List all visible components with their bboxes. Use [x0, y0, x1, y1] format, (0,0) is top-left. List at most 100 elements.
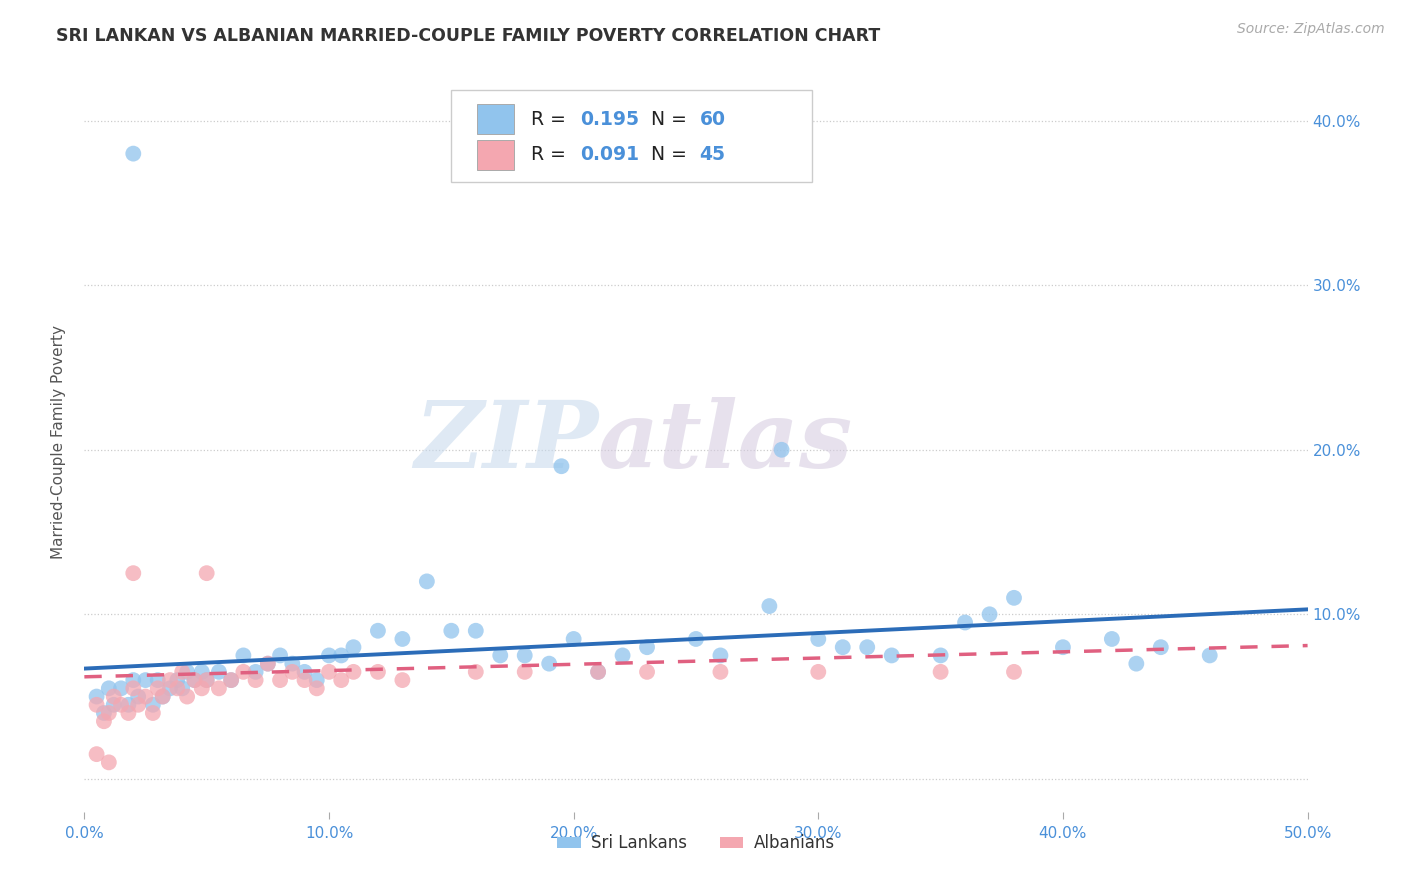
- Point: [636, 640, 658, 655]
- Point: [232, 648, 254, 663]
- Point: [294, 665, 316, 679]
- Point: [305, 681, 328, 696]
- Text: 45: 45: [700, 145, 725, 164]
- Point: [142, 698, 165, 712]
- Point: [440, 624, 463, 638]
- Text: 0.195: 0.195: [579, 110, 638, 128]
- Point: [195, 673, 218, 687]
- Point: [929, 665, 952, 679]
- Point: [86, 747, 108, 761]
- Point: [122, 673, 145, 687]
- Point: [245, 665, 267, 679]
- Point: [1125, 657, 1147, 671]
- Y-axis label: Married-Couple Family Poverty: Married-Couple Family Poverty: [51, 325, 66, 558]
- Point: [1101, 632, 1123, 646]
- Point: [122, 566, 145, 581]
- Point: [281, 665, 304, 679]
- Point: [636, 665, 658, 679]
- Point: [93, 714, 115, 729]
- Point: [612, 648, 634, 663]
- Text: R =: R =: [531, 110, 572, 128]
- Point: [159, 673, 181, 687]
- Point: [135, 673, 157, 687]
- Point: [489, 648, 512, 663]
- Point: [953, 615, 976, 630]
- Point: [176, 690, 198, 704]
- Point: [117, 698, 139, 712]
- Point: [127, 690, 149, 704]
- Point: [342, 665, 364, 679]
- Point: [1002, 591, 1025, 605]
- Point: [208, 665, 231, 679]
- Point: [1150, 640, 1173, 655]
- Point: [219, 673, 242, 687]
- Text: SRI LANKAN VS ALBANIAN MARRIED-COUPLE FAMILY POVERTY CORRELATION CHART: SRI LANKAN VS ALBANIAN MARRIED-COUPLE FA…: [56, 27, 880, 45]
- Point: [172, 665, 194, 679]
- Text: 0.091: 0.091: [579, 145, 638, 164]
- Point: [294, 673, 316, 687]
- Point: [1198, 648, 1220, 663]
- Point: [183, 673, 205, 687]
- Point: [93, 706, 115, 720]
- Point: [464, 665, 486, 679]
- Point: [166, 681, 188, 696]
- Point: [929, 648, 952, 663]
- FancyBboxPatch shape: [477, 140, 513, 169]
- Text: atlas: atlas: [598, 397, 853, 486]
- Point: [758, 599, 780, 613]
- Point: [122, 681, 145, 696]
- Text: N =: N =: [651, 145, 693, 164]
- Point: [709, 648, 731, 663]
- Point: [110, 698, 132, 712]
- Point: [146, 681, 169, 696]
- Point: [97, 706, 120, 720]
- Point: [97, 681, 120, 696]
- Point: [391, 632, 413, 646]
- Point: [257, 657, 280, 671]
- Point: [538, 657, 561, 671]
- Point: [281, 657, 304, 671]
- Legend: Sri Lankans, Albanians: Sri Lankans, Albanians: [551, 828, 841, 859]
- Text: ZIP: ZIP: [413, 397, 598, 486]
- Point: [269, 648, 291, 663]
- Point: [513, 665, 536, 679]
- Point: [159, 681, 181, 696]
- Point: [513, 648, 536, 663]
- Point: [122, 146, 145, 161]
- Point: [142, 706, 165, 720]
- Point: [880, 648, 903, 663]
- Point: [856, 640, 879, 655]
- Point: [183, 673, 205, 687]
- Point: [979, 607, 1001, 622]
- Point: [103, 698, 125, 712]
- Point: [391, 673, 413, 687]
- Point: [416, 574, 439, 589]
- Text: R =: R =: [531, 145, 572, 164]
- Point: [146, 673, 169, 687]
- Point: [219, 673, 242, 687]
- Point: [342, 640, 364, 655]
- Point: [86, 690, 108, 704]
- Point: [831, 640, 853, 655]
- Point: [257, 657, 280, 671]
- Point: [86, 698, 108, 712]
- Point: [191, 665, 214, 679]
- Point: [152, 690, 174, 704]
- Point: [305, 673, 328, 687]
- Point: [685, 632, 707, 646]
- Point: [195, 673, 218, 687]
- Point: [103, 690, 125, 704]
- Point: [208, 681, 231, 696]
- Point: [166, 673, 188, 687]
- Point: [464, 624, 486, 638]
- Point: [550, 459, 572, 474]
- Point: [367, 624, 389, 638]
- Point: [1002, 665, 1025, 679]
- Point: [318, 665, 340, 679]
- Point: [191, 681, 214, 696]
- Point: [1052, 640, 1074, 655]
- Point: [586, 665, 609, 679]
- Point: [97, 756, 120, 770]
- Point: [709, 665, 731, 679]
- Text: 60: 60: [700, 110, 725, 128]
